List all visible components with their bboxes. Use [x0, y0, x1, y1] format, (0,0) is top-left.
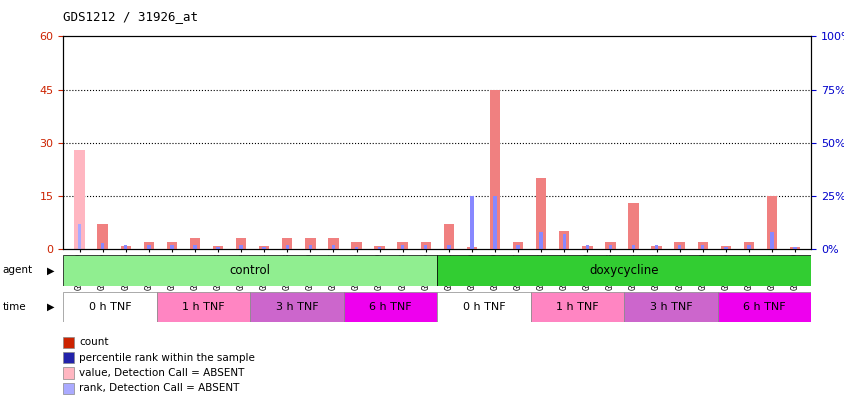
Text: control: control: [230, 264, 271, 277]
Bar: [493, 196, 496, 249]
Bar: [397, 242, 408, 249]
Text: count: count: [79, 337, 109, 347]
Bar: [766, 196, 776, 249]
Bar: [585, 245, 588, 249]
Bar: [170, 245, 173, 249]
Bar: [250, 292, 344, 322]
Text: value, Detection Call = ABSENT: value, Detection Call = ABSENT: [79, 368, 245, 378]
Text: 6 h TNF: 6 h TNF: [742, 302, 785, 312]
Bar: [377, 247, 381, 249]
Bar: [559, 231, 569, 249]
Text: ▶: ▶: [46, 265, 54, 275]
Bar: [677, 245, 680, 249]
Text: time: time: [3, 302, 26, 312]
Bar: [147, 245, 150, 249]
Bar: [282, 239, 292, 249]
Bar: [374, 245, 384, 249]
Bar: [538, 232, 542, 249]
Bar: [674, 242, 684, 249]
Bar: [437, 255, 810, 286]
Bar: [157, 292, 250, 322]
Bar: [624, 292, 717, 322]
Bar: [696, 242, 707, 249]
Bar: [723, 247, 727, 249]
Bar: [213, 245, 223, 249]
Bar: [443, 224, 453, 249]
Bar: [608, 245, 611, 249]
Bar: [651, 245, 661, 249]
Bar: [344, 292, 437, 322]
Bar: [121, 245, 131, 249]
Bar: [143, 242, 154, 249]
Bar: [770, 232, 773, 249]
Text: 1 h TNF: 1 h TNF: [555, 302, 598, 312]
Bar: [793, 247, 796, 249]
Bar: [437, 292, 530, 322]
Text: 3 h TNF: 3 h TNF: [275, 302, 318, 312]
Text: 3 h TNF: 3 h TNF: [649, 302, 691, 312]
Bar: [285, 245, 289, 249]
Text: 6 h TNF: 6 h TNF: [369, 302, 411, 312]
Bar: [628, 203, 638, 249]
Text: 0 h TNF: 0 h TNF: [463, 302, 505, 312]
Text: doxycycline: doxycycline: [589, 264, 658, 277]
Bar: [743, 242, 753, 249]
Bar: [216, 247, 219, 249]
Bar: [446, 245, 450, 249]
Bar: [166, 242, 177, 249]
Bar: [631, 245, 635, 249]
Bar: [469, 196, 473, 249]
Bar: [239, 245, 242, 249]
Bar: [582, 245, 592, 249]
Text: 1 h TNF: 1 h TNF: [182, 302, 225, 312]
Bar: [717, 292, 810, 322]
Text: rank, Detection Call = ABSENT: rank, Detection Call = ABSENT: [79, 384, 240, 393]
Bar: [193, 245, 197, 249]
Bar: [305, 239, 315, 249]
Bar: [424, 245, 427, 249]
Bar: [400, 245, 404, 249]
Bar: [535, 178, 546, 249]
Bar: [490, 90, 500, 249]
Bar: [516, 245, 519, 249]
Bar: [78, 224, 81, 249]
Bar: [74, 150, 84, 249]
Bar: [63, 292, 157, 322]
Bar: [654, 245, 657, 249]
Text: 0 h TNF: 0 h TNF: [89, 302, 132, 312]
Bar: [701, 245, 704, 249]
Text: GDS1212 / 31926_at: GDS1212 / 31926_at: [63, 10, 198, 23]
Text: agent: agent: [3, 265, 33, 275]
Bar: [512, 242, 522, 249]
Bar: [124, 245, 127, 249]
Bar: [332, 245, 335, 249]
Bar: [100, 243, 104, 249]
Bar: [720, 245, 730, 249]
Bar: [308, 245, 311, 249]
Bar: [789, 247, 799, 249]
Text: percentile rank within the sample: percentile rank within the sample: [79, 353, 255, 362]
Bar: [97, 224, 108, 249]
Bar: [351, 242, 361, 249]
Bar: [354, 247, 358, 249]
Bar: [262, 247, 266, 249]
Bar: [562, 234, 565, 249]
Bar: [327, 239, 338, 249]
Bar: [63, 255, 437, 286]
Bar: [258, 245, 269, 249]
Bar: [746, 245, 749, 249]
Bar: [190, 239, 200, 249]
Bar: [466, 247, 477, 249]
Bar: [604, 242, 615, 249]
Bar: [530, 292, 624, 322]
Bar: [420, 242, 430, 249]
Text: ▶: ▶: [46, 302, 54, 312]
Bar: [235, 239, 246, 249]
